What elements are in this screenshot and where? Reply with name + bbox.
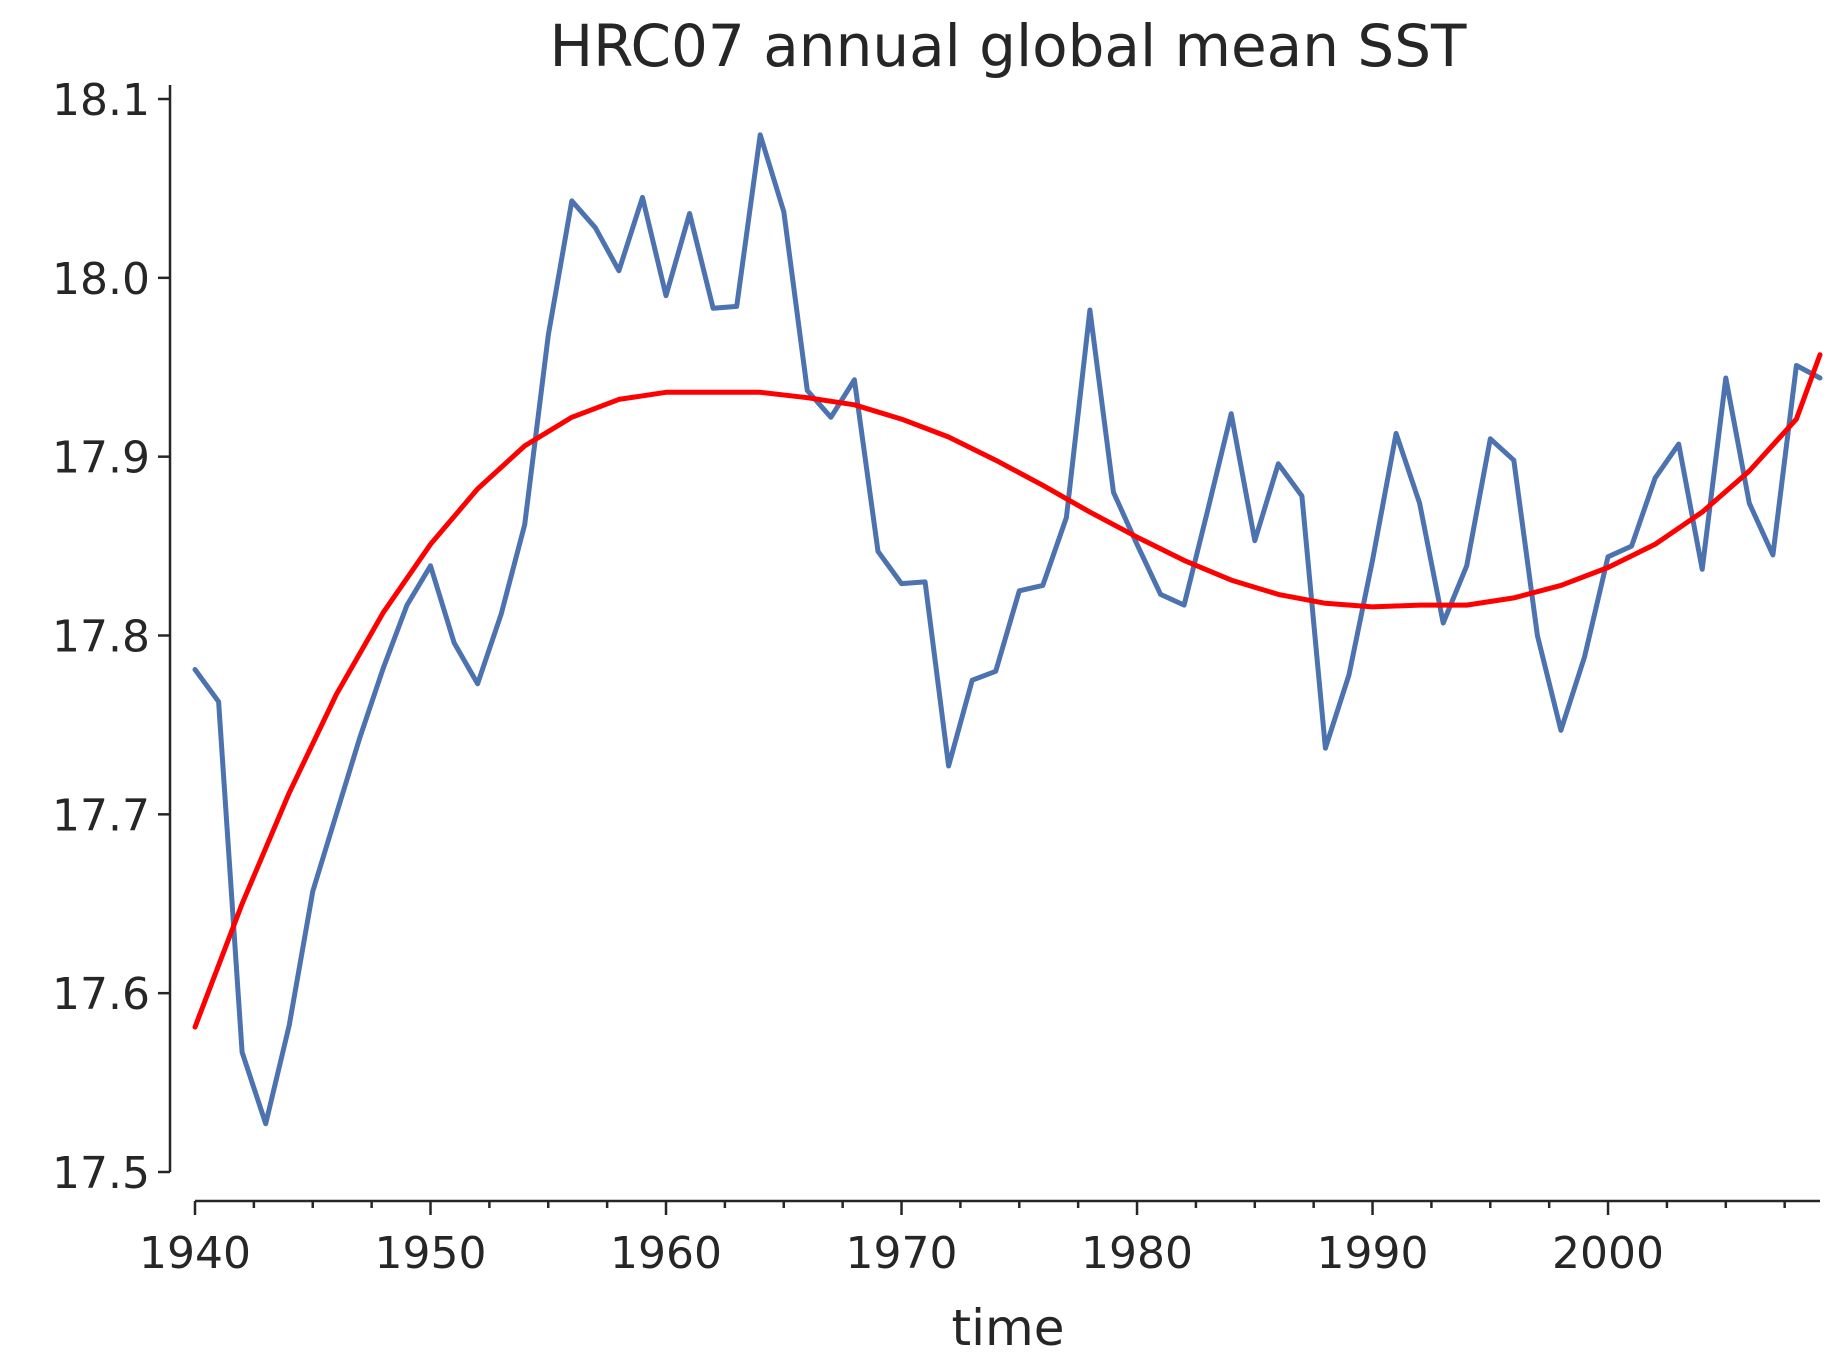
x-axis: 1940 1950 1960 1970 1980 1990 2000 bbox=[139, 1201, 1786, 1279]
plot-area bbox=[192, 132, 1823, 1127]
x-tick-label: 1980 bbox=[1081, 1228, 1193, 1279]
y-tick-label: 17.9 bbox=[52, 433, 150, 484]
y-tick-label: 18.1 bbox=[52, 75, 150, 126]
y-tick-label: 17.5 bbox=[52, 1148, 150, 1199]
y-tick-label: 17.8 bbox=[52, 612, 150, 663]
y-tick-label: 17.6 bbox=[52, 969, 150, 1020]
y-tick-label: 17.7 bbox=[52, 790, 150, 841]
x-tick-label: 1940 bbox=[139, 1228, 251, 1279]
x-tick-label: 1950 bbox=[375, 1228, 487, 1279]
chart-title: HRC07 annual global mean SST bbox=[550, 12, 1468, 80]
y-axis: 17.5 17.6 17.7 17.8 17.9 18.0 18.1 bbox=[52, 75, 170, 1199]
y-tick-label: 18.0 bbox=[52, 254, 150, 305]
x-tick-label: 1970 bbox=[846, 1228, 958, 1279]
x-tick-label: 1960 bbox=[610, 1228, 722, 1279]
trend-fit-line bbox=[192, 352, 1823, 1030]
x-tick-label: 1990 bbox=[1317, 1228, 1429, 1279]
x-tick-label: 2000 bbox=[1552, 1228, 1664, 1279]
x-axis-label: time bbox=[952, 1299, 1065, 1357]
sst-series-line bbox=[192, 132, 1823, 1127]
